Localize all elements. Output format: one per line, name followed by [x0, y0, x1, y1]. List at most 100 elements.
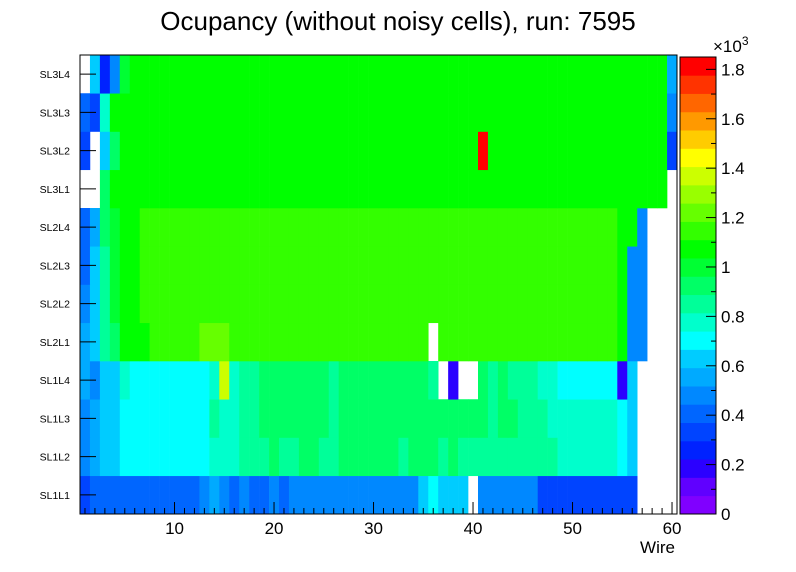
- heatmap-cell: [288, 131, 300, 171]
- heatmap-cell: [627, 131, 638, 171]
- heatmap-cell: [487, 55, 499, 94]
- heatmap-cell: [179, 437, 190, 477]
- heatmap-cell: [219, 169, 230, 209]
- layer-label: SL1L1: [40, 490, 71, 502]
- heatmap-cell: [298, 131, 310, 171]
- heatmap-cell: [298, 169, 310, 209]
- heatmap-cell: [607, 475, 618, 515]
- heatmap-cell: [647, 93, 658, 132]
- heatmap-cell: [478, 55, 489, 94]
- color-scale-band: [680, 184, 716, 204]
- heatmap-cell: [547, 93, 558, 132]
- heatmap-cell: [497, 399, 509, 438]
- heatmap-cell: [428, 169, 439, 209]
- heatmap-cell: [378, 93, 389, 132]
- heatmap-cell: [438, 322, 449, 362]
- heatmap-cell: [448, 169, 459, 209]
- heatmap-cell: [259, 246, 270, 285]
- heatmap-cell: [637, 322, 648, 362]
- heatmap-cell: [259, 208, 270, 247]
- color-scale-band: [680, 239, 716, 259]
- heatmap-cell: [249, 169, 260, 209]
- heatmap-cell: [288, 475, 300, 515]
- heatmap-cell: [338, 284, 349, 324]
- heatmap-cell: [209, 208, 220, 247]
- heatmap-cell: [517, 208, 529, 247]
- heatmap-cell: [597, 55, 608, 94]
- heatmap-cell: [468, 322, 479, 362]
- heatmap-cell: [468, 169, 479, 209]
- heatmap-cell: [298, 322, 310, 362]
- heatmap-cell: [269, 246, 280, 285]
- heatmap-cell: [468, 55, 479, 94]
- heatmap-cell: [617, 55, 628, 94]
- heatmap-cell: [547, 246, 558, 285]
- heatmap-cell: [119, 169, 131, 209]
- heatmap-cell: [507, 284, 519, 324]
- heatmap-cell: [537, 399, 548, 438]
- heatmap-cell: [338, 361, 349, 400]
- color-scale-band: [680, 57, 716, 76]
- heatmap-cell: [557, 399, 568, 438]
- heatmap-cell: [527, 93, 538, 132]
- heatmap-cell: [328, 322, 339, 362]
- heatmap-cell: [458, 208, 469, 247]
- heatmap-cell: [567, 399, 578, 438]
- color-scale-label: 1.8: [721, 60, 745, 79]
- heatmap-cell: [587, 475, 598, 515]
- heatmap-cell: [318, 361, 330, 400]
- heatmap-cell: [577, 246, 588, 285]
- heatmap-cell: [597, 361, 608, 400]
- heatmap-cell: [398, 361, 409, 400]
- color-scale-multiplier: ×103: [713, 34, 749, 56]
- heatmap-cell: [458, 131, 469, 171]
- heatmap-cell: [577, 131, 588, 171]
- heatmap-cell: [308, 131, 320, 171]
- heatmap-cell: [537, 437, 548, 477]
- color-scale-band: [680, 203, 716, 222]
- heatmap-cell: [408, 55, 419, 94]
- heatmap-cell: [308, 55, 320, 94]
- heatmap-cell: [328, 284, 339, 324]
- heatmap-cell: [657, 131, 668, 171]
- heatmap-cell: [577, 169, 588, 209]
- heatmap-cell: [109, 169, 121, 209]
- heatmap-cell: [159, 93, 170, 132]
- heatmap-cell: [209, 246, 220, 285]
- heatmap-cell: [627, 93, 638, 132]
- heatmap-cell: [219, 437, 230, 477]
- heatmap-cell: [159, 475, 170, 515]
- heatmap-cell: [497, 284, 509, 324]
- y-axis-layers: SL1L1 SL1L2 SL1L3 SL1L4 SL2L1 SL2L2 SL2L3 SL2L4…: [40, 69, 96, 502]
- heatmap-cell: [149, 322, 160, 362]
- heatmap-cell: [338, 322, 349, 362]
- heatmap-cell: [607, 246, 618, 285]
- heatmap-cell: [119, 361, 131, 400]
- heatmap-cell: [547, 361, 558, 400]
- heatmap-cell: [497, 361, 509, 400]
- heatmap-cell: [239, 284, 250, 324]
- x-tick-label: 40: [464, 519, 483, 538]
- heatmap-cell: [557, 437, 568, 477]
- heatmap-cell: [507, 475, 519, 515]
- heatmap-cell: [487, 437, 499, 477]
- heatmap-cell: [448, 437, 459, 477]
- heatmap-cell: [159, 246, 170, 285]
- heatmap-cell: [627, 361, 638, 400]
- heatmap-cell: [99, 322, 111, 362]
- heatmap-cell: [438, 55, 449, 94]
- heatmap-cell: [119, 437, 131, 477]
- heatmap-cell: [139, 361, 150, 400]
- heatmap-cell: [298, 246, 310, 285]
- heatmap-cell: [139, 131, 150, 171]
- heatmap-cell: [458, 169, 469, 209]
- heatmap-cell: [587, 131, 598, 171]
- heatmap-cell: [557, 246, 568, 285]
- heatmap-cell: [358, 169, 369, 209]
- heatmap-cell: [269, 437, 280, 477]
- heatmap-cell: [478, 361, 489, 400]
- heatmap-cell: [398, 284, 409, 324]
- heatmap-cell: [627, 475, 638, 515]
- heatmap-cell: [219, 246, 230, 285]
- heatmap-cell: [229, 399, 240, 438]
